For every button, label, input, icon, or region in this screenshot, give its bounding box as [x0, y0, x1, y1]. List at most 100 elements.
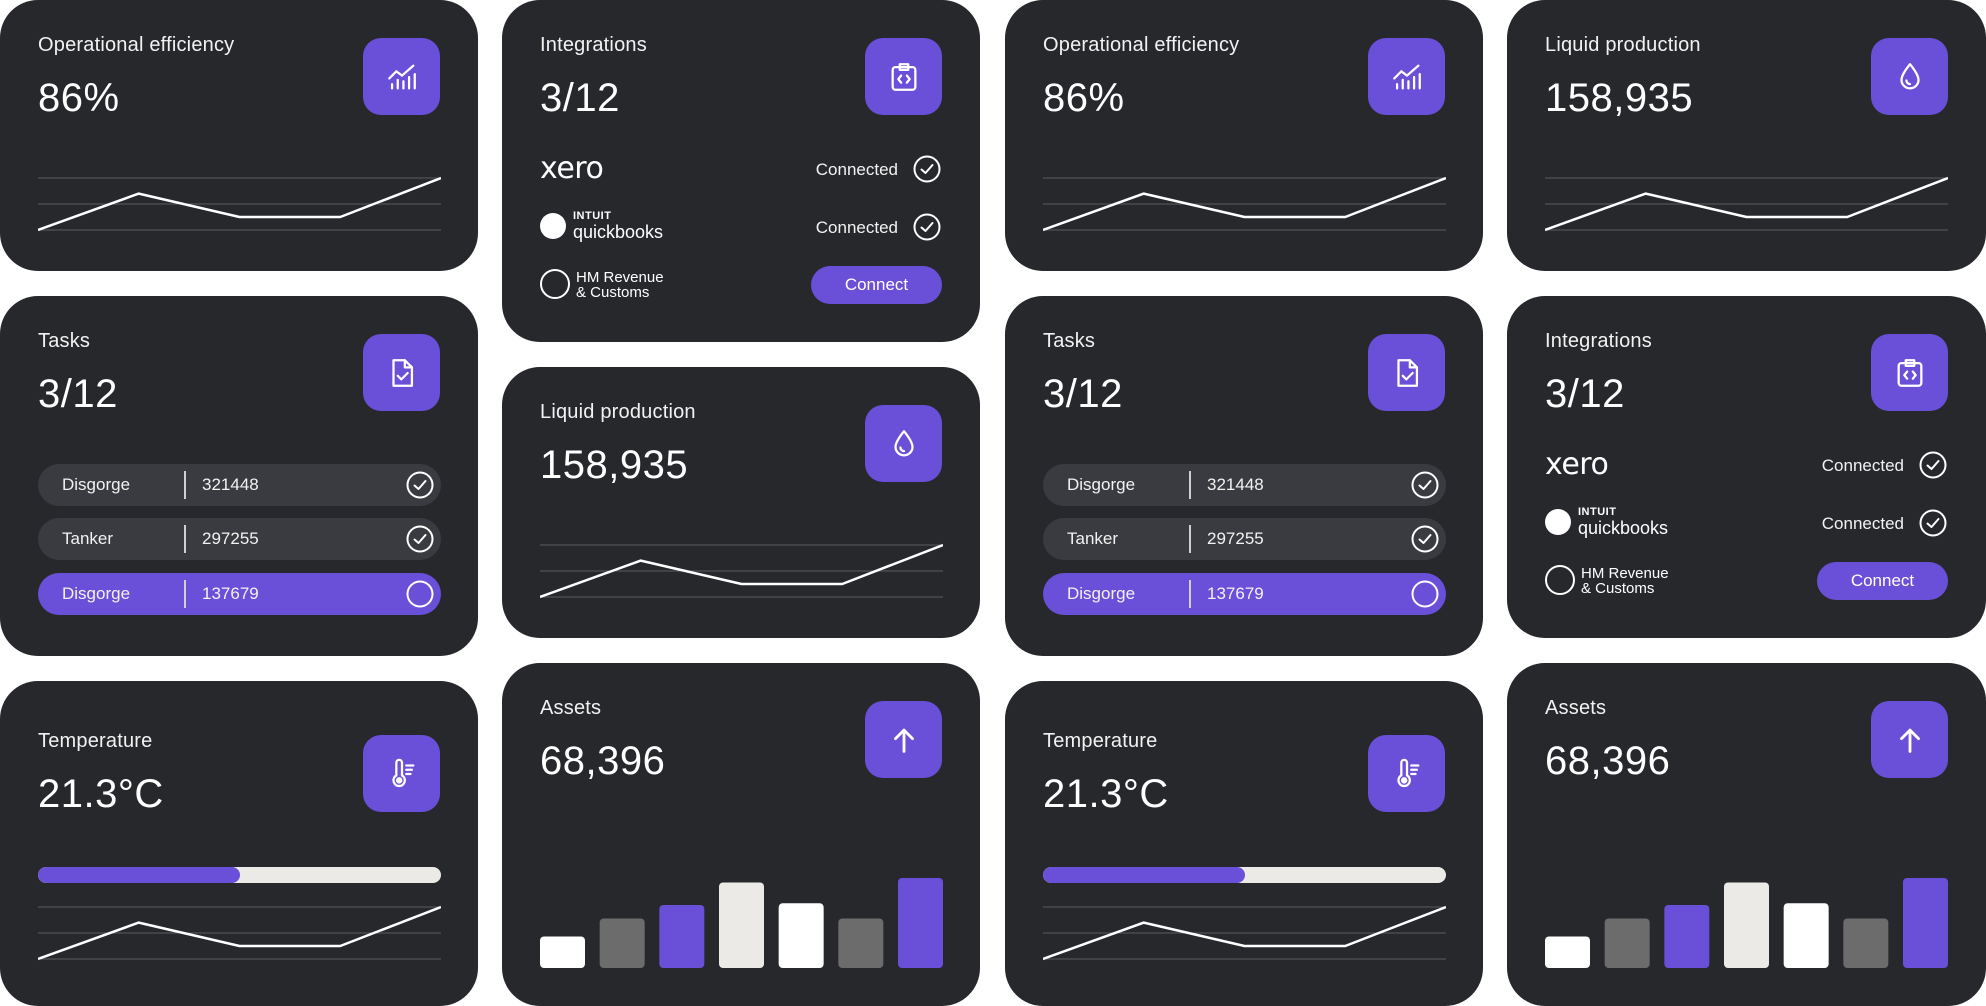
chart-icon[interactable]: [363, 38, 440, 115]
code-clipboard-icon[interactable]: [865, 38, 942, 115]
asset-bar: [838, 918, 884, 968]
asset-bar: [599, 918, 645, 968]
efficiency-trend-chart: [38, 176, 441, 232]
integrations-card: Integrations 3/12 xero Connected INTUIT …: [502, 0, 980, 342]
empty-circle-icon[interactable]: [1410, 579, 1440, 609]
temperature-progress-bar: [1043, 867, 1446, 883]
asset-bar: [1604, 918, 1650, 968]
check-circle-icon: [913, 213, 941, 241]
card-title: Operational efficiency: [1043, 34, 1240, 56]
temperature-progress-fill: [38, 867, 240, 883]
hmrc-text-line1: HM Revenue: [576, 269, 664, 286]
check-circle-icon[interactable]: [405, 470, 435, 500]
asset-bar: [1843, 918, 1889, 968]
task-name: Disgorge: [1067, 584, 1136, 603]
document-check-icon[interactable]: [1368, 334, 1445, 411]
arrow-up-icon[interactable]: [865, 701, 942, 778]
droplet-icon[interactable]: [865, 405, 942, 482]
hmrc-text-line1: HM Revenue: [1581, 565, 1669, 582]
liquid-production-card: Liquid production 158,935: [1507, 0, 1986, 271]
task-number: 297255: [1207, 529, 1264, 548]
temperature-trend-chart: [38, 905, 441, 961]
card-value: 86%: [1043, 76, 1125, 120]
task-row[interactable]: Disgorge 321448: [38, 464, 441, 506]
task-number: 297255: [202, 529, 259, 548]
task-number: 137679: [1207, 584, 1264, 603]
connection-status: Connected: [815, 218, 898, 237]
card-value: 158,935: [540, 443, 689, 487]
document-check-icon[interactable]: [363, 334, 440, 411]
liquid-trend-chart: [540, 543, 943, 599]
card-value: 158,935: [1545, 76, 1694, 120]
card-title: Tasks: [38, 330, 91, 352]
chart-icon[interactable]: [1368, 38, 1445, 115]
task-row-active[interactable]: Disgorge 137679: [38, 573, 441, 615]
asset-bar: [1545, 936, 1590, 968]
quickbooks-text: quickbooks: [573, 222, 664, 242]
integration-row: INTUIT quickbooks Connected: [540, 205, 942, 249]
task-number: 137679: [202, 584, 259, 603]
assets-card: Assets 68,396: [502, 663, 980, 1006]
card-title: Operational efficiency: [38, 34, 235, 56]
card-title: Tasks: [1043, 330, 1096, 352]
card-title: Liquid production: [1545, 34, 1701, 56]
card-title: Assets: [540, 697, 602, 719]
xero-logo: xero: [540, 151, 604, 186]
card-value: 21.3°C: [1043, 772, 1169, 816]
check-circle-icon: [1919, 509, 1947, 537]
hmrc-text-line2: & Customs: [576, 284, 650, 301]
check-circle-icon[interactable]: [1410, 524, 1440, 554]
arrow-up-icon[interactable]: [1871, 701, 1948, 778]
integration-row: HM Revenue & Customs Connect: [540, 263, 942, 307]
task-row-active[interactable]: Disgorge 137679: [1043, 573, 1446, 615]
card-value: 3/12: [540, 76, 620, 120]
check-circle-icon: [1919, 451, 1947, 479]
asset-bar: [1664, 905, 1710, 968]
xero-logo: xero: [1545, 447, 1609, 482]
liquid-production-card: Liquid production 158,935: [502, 367, 980, 638]
task-row[interactable]: Disgorge 321448: [1043, 464, 1446, 506]
trend-line: [1043, 176, 1446, 232]
task-row[interactable]: Tanker 297255: [38, 518, 441, 560]
temperature-progress-fill: [1043, 867, 1245, 883]
card-value: 3/12: [1043, 372, 1123, 416]
task-divider: [1189, 580, 1191, 608]
temperature-progress-bar: [38, 867, 441, 883]
task-name: Disgorge: [1067, 475, 1136, 494]
trend-line: [1545, 176, 1948, 232]
card-value: 68,396: [1545, 739, 1671, 783]
task-divider: [184, 580, 186, 608]
efficiency-card: Operational efficiency 86%: [0, 0, 478, 271]
check-circle-icon[interactable]: [405, 524, 435, 554]
quickbooks-text: quickbooks: [1578, 518, 1669, 538]
check-circle-icon[interactable]: [1410, 470, 1440, 500]
code-clipboard-icon[interactable]: [1871, 334, 1948, 411]
connect-button[interactable]: Connect: [811, 266, 942, 304]
trend-line: [1043, 905, 1446, 961]
crown-icon: [1545, 565, 1575, 595]
connect-button[interactable]: Connect: [1817, 562, 1948, 600]
card-title: Temperature: [1043, 730, 1158, 752]
task-divider: [1189, 525, 1191, 553]
card-title: Integrations: [540, 34, 647, 56]
liquid-trend-chart: [1545, 176, 1948, 232]
tasks-card: Tasks 3/12 Disgorge 321448 Tanker 297255…: [1005, 296, 1483, 656]
asset-bar: [659, 905, 705, 968]
assets-card: Assets 68,396: [1507, 663, 1986, 1006]
thermometer-icon[interactable]: [1368, 735, 1445, 812]
temperature-card: Temperature 21.3°C: [0, 681, 478, 1006]
temperature-card: Temperature 21.3°C: [1005, 681, 1483, 1006]
integration-row: xero Connected: [1545, 443, 1948, 487]
task-row[interactable]: Tanker 297255: [1043, 518, 1446, 560]
card-title: Integrations: [1545, 330, 1652, 352]
card-value: 21.3°C: [38, 772, 164, 816]
asset-bar: [1903, 878, 1948, 968]
asset-bar: [1783, 903, 1829, 968]
connection-status: Connected: [1821, 456, 1904, 475]
card-title: Liquid production: [540, 401, 696, 423]
quickbooks-dot-icon: [1545, 509, 1571, 535]
droplet-icon[interactable]: [1871, 38, 1948, 115]
thermometer-icon[interactable]: [363, 735, 440, 812]
asset-bar: [778, 903, 824, 968]
empty-circle-icon[interactable]: [405, 579, 435, 609]
